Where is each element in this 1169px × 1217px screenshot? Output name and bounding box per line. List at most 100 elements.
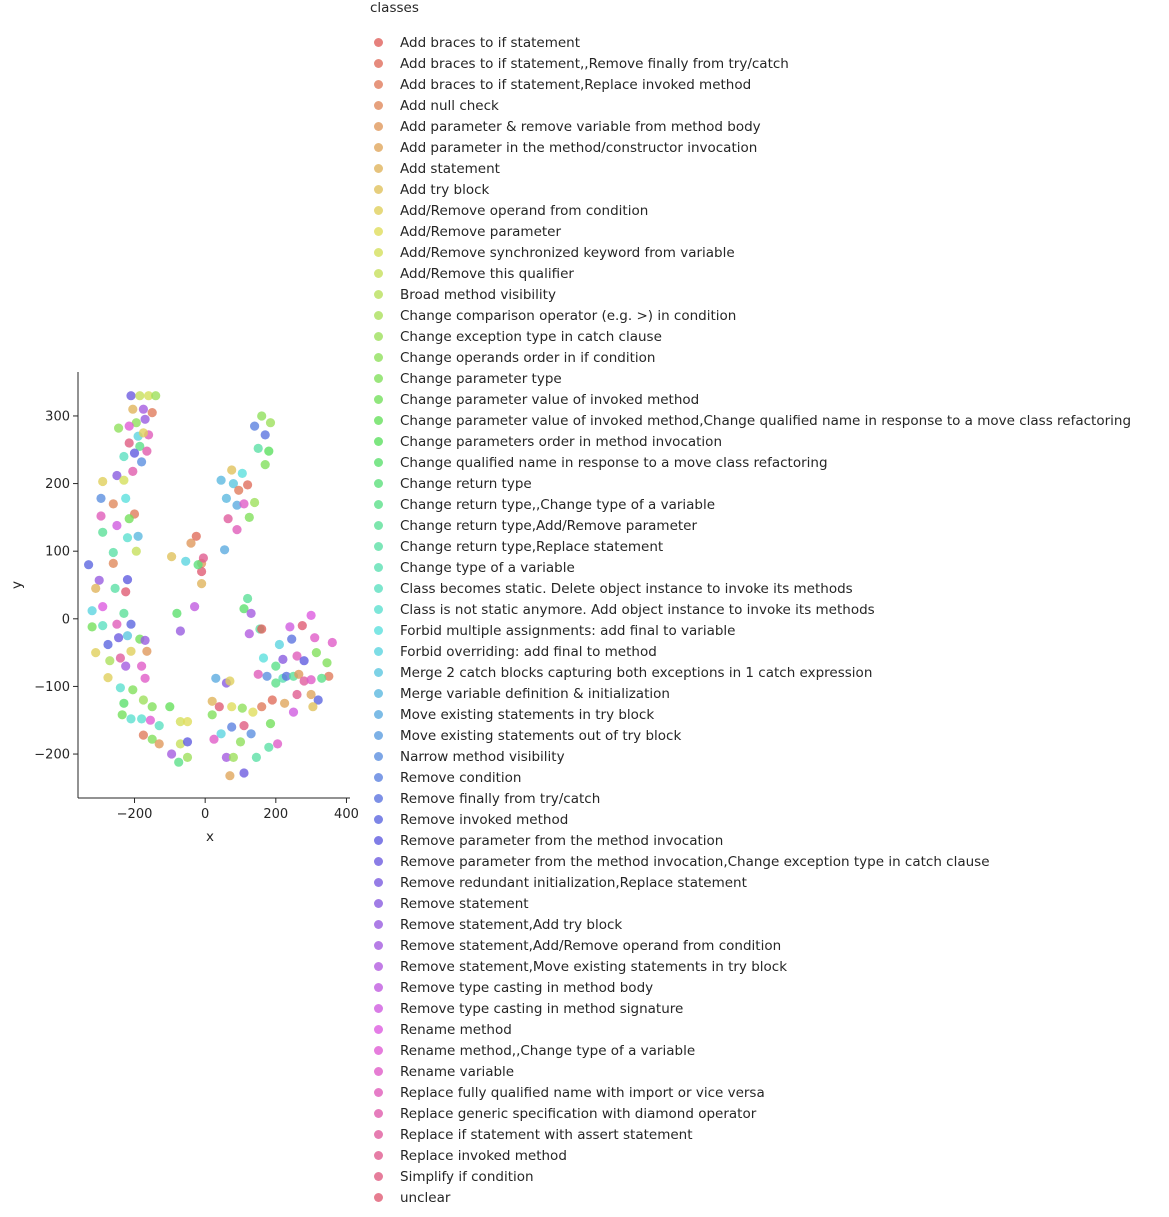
data-point <box>114 423 124 433</box>
data-point <box>308 702 318 712</box>
legend-item: Change qualified name in response to a m… <box>365 452 828 473</box>
legend-item: Change comparison operator (e.g. >) in c… <box>365 305 736 326</box>
data-point <box>258 653 269 663</box>
y-tick-label: 200 <box>45 477 70 492</box>
data-point <box>216 729 226 739</box>
data-point <box>154 739 164 749</box>
legend-marker <box>374 479 383 488</box>
data-point <box>124 438 134 448</box>
legend-label: Broad method visibility <box>400 286 556 303</box>
data-point <box>182 717 193 727</box>
legend-item: Add braces to if statement,,Remove final… <box>365 53 789 74</box>
data-point <box>221 752 231 763</box>
data-point <box>126 714 136 724</box>
legend-marker <box>374 1109 383 1118</box>
legend-item: Class is not static anymore. Add object … <box>365 599 875 620</box>
data-point <box>140 635 150 646</box>
legend-label: Forbid multiple assignments: add final t… <box>400 622 736 639</box>
data-point <box>122 631 133 641</box>
legend-marker <box>374 458 383 467</box>
data-point <box>175 626 185 636</box>
data-point <box>232 500 242 510</box>
legend-item: Add/Remove this qualifier <box>365 263 574 284</box>
data-point <box>246 729 256 739</box>
data-point <box>121 493 131 503</box>
x-tick-label: 200 <box>263 807 288 822</box>
legend-item: Add null check <box>365 95 499 116</box>
data-point <box>207 710 217 720</box>
legend-label: Remove statement,Add try block <box>400 916 623 933</box>
legend-label: Merge 2 catch blocks capturing both exce… <box>400 664 873 681</box>
legend-item: Add statement <box>365 158 500 179</box>
legend-item: Replace generic specification with diamo… <box>365 1103 756 1124</box>
legend-marker <box>374 38 383 47</box>
legend-item: Change return type,Replace statement <box>365 536 663 557</box>
y-axis-label: y <box>9 581 25 589</box>
legend-label: Change return type,Add/Remove parameter <box>400 517 698 534</box>
legend-label: Simplify if condition <box>400 1168 534 1185</box>
data-point <box>306 689 316 700</box>
data-point <box>138 695 148 705</box>
legend-label: Rename method,,Change type of a variable <box>400 1042 696 1059</box>
data-point <box>182 737 193 747</box>
y-tick-label: 300 <box>45 409 70 424</box>
data-point <box>235 737 246 747</box>
x-tick-label: −200 <box>117 807 153 822</box>
legend-label: Class becomes static. Delete object inst… <box>400 580 853 597</box>
legend-item: Merge variable definition & initializati… <box>365 683 670 704</box>
legend-label: Add statement <box>400 160 500 177</box>
legend-marker <box>374 647 383 656</box>
data-point <box>227 722 237 732</box>
data-point <box>190 602 200 612</box>
legend-marker <box>374 857 383 866</box>
data-point <box>250 497 260 508</box>
legend-marker <box>374 1004 383 1013</box>
legend-marker <box>374 710 383 719</box>
legend-item: Rename method,,Change type of a variable <box>365 1040 695 1061</box>
legend-item: Remove statement,Add/Remove operand from… <box>365 935 781 956</box>
legend-item: Narrow method visibility <box>365 746 565 767</box>
data-point <box>175 739 185 749</box>
data-point <box>280 698 290 708</box>
data-point <box>112 470 122 481</box>
data-point <box>128 404 138 414</box>
legend-item: Add/Remove synchronized keyword from var… <box>365 242 735 263</box>
data-point <box>135 391 145 401</box>
legend-label: Remove parameter from the method invocat… <box>400 832 724 849</box>
legend-marker <box>374 416 383 425</box>
legend-item: Add braces to if statement,Replace invok… <box>365 74 751 95</box>
legend-label: Change operands order in if condition <box>400 349 656 366</box>
legend-item: Move existing statements in try block <box>365 704 654 725</box>
data-point <box>138 404 148 414</box>
data-point <box>87 622 97 632</box>
legend-marker <box>374 794 383 803</box>
data-point <box>327 637 337 648</box>
data-point <box>317 673 327 683</box>
data-point <box>209 734 219 744</box>
data-point <box>145 715 155 725</box>
legend-label: Replace fully qualified name with import… <box>400 1084 765 1101</box>
data-point <box>135 441 145 451</box>
data-point <box>239 721 249 731</box>
legend-marker <box>374 164 383 173</box>
data-point <box>264 446 274 456</box>
legend-marker <box>374 878 383 887</box>
legend-label: Replace if statement with assert stateme… <box>400 1126 693 1143</box>
legend-item: Remove type casting in method signature <box>365 998 683 1019</box>
legend-label: Move existing statements in try block <box>400 706 655 723</box>
legend-label: Add/Remove this qualifier <box>400 265 574 282</box>
data-point <box>220 545 230 555</box>
data-point <box>216 475 226 485</box>
legend-marker <box>374 500 383 509</box>
legend-item: Replace invoked method <box>365 1145 567 1166</box>
legend-item: Class becomes static. Delete object inst… <box>365 578 853 599</box>
data-point <box>108 558 118 569</box>
data-point <box>287 634 297 644</box>
data-point <box>193 560 203 570</box>
legend-label: Rename method <box>400 1021 512 1038</box>
data-point <box>87 606 97 616</box>
legend-label: Change type of a variable <box>400 559 575 576</box>
data-point <box>232 525 242 535</box>
data-point <box>244 629 254 639</box>
data-point <box>223 514 233 524</box>
